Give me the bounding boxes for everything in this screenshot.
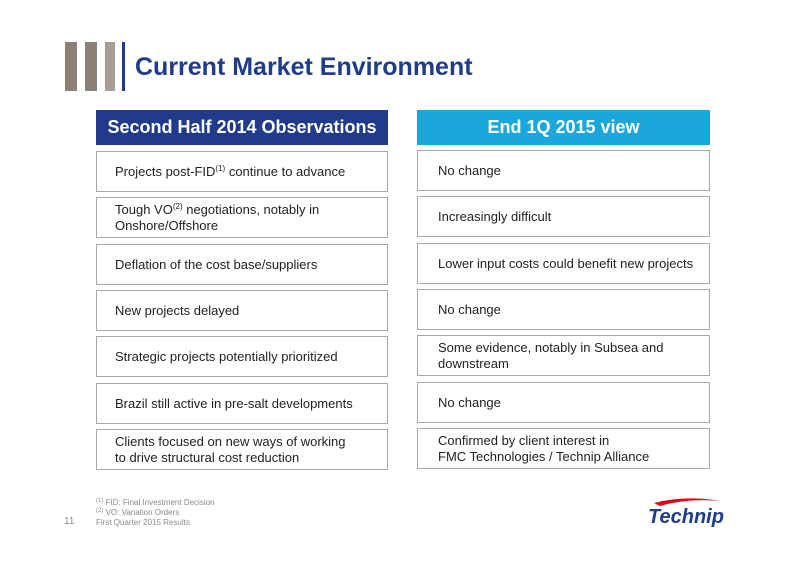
technip-logo: Technip (648, 498, 724, 528)
observation-cell: Deflation of the cost base/suppliers (96, 244, 388, 285)
column-header-right: End 1Q 2015 view (417, 110, 710, 145)
observation-cell: Tough VO(2) negotiations, notably in Ons… (96, 197, 388, 238)
view-cell: No change (417, 289, 710, 330)
footnote: (2) VO: Variation Orders (96, 508, 180, 517)
view-cell: Confirmed by client interest in FMC Tech… (417, 428, 710, 469)
observation-cell: Projects post-FID(1) continue to advance (96, 151, 388, 192)
footnotes: (1) FID: Final Investment Decision (2) V… (96, 498, 215, 518)
page-number: 11 (64, 516, 75, 527)
view-cell: Lower input costs could benefit new proj… (417, 243, 710, 284)
decor-bar (85, 42, 97, 91)
decor-bar-accent (122, 42, 125, 91)
observation-cell: Strategic projects potentially prioritiz… (96, 336, 388, 377)
view-cell: Increasingly difficult (417, 196, 710, 237)
footer-text: First Quarter 2015 Results (96, 518, 190, 527)
observation-cell: Brazil still active in pre-salt developm… (96, 383, 388, 424)
logo-wordmark: Technip (648, 506, 724, 528)
view-cell: Some evidence, notably in Subsea and dow… (417, 335, 710, 376)
observation-cell: Clients focused on new ways of working t… (96, 429, 388, 470)
logo-swoosh-icon (654, 498, 720, 506)
view-cell: No change (417, 150, 710, 191)
decor-bar (105, 42, 115, 91)
decor-bar (65, 42, 77, 91)
observation-cell: New projects delayed (96, 290, 388, 331)
footnote: (1) FID: Final Investment Decision (96, 498, 215, 507)
column-header-left: Second Half 2014 Observations (96, 110, 388, 145)
view-cell: No change (417, 382, 710, 423)
slide-title: Current Market Environment (135, 53, 473, 81)
